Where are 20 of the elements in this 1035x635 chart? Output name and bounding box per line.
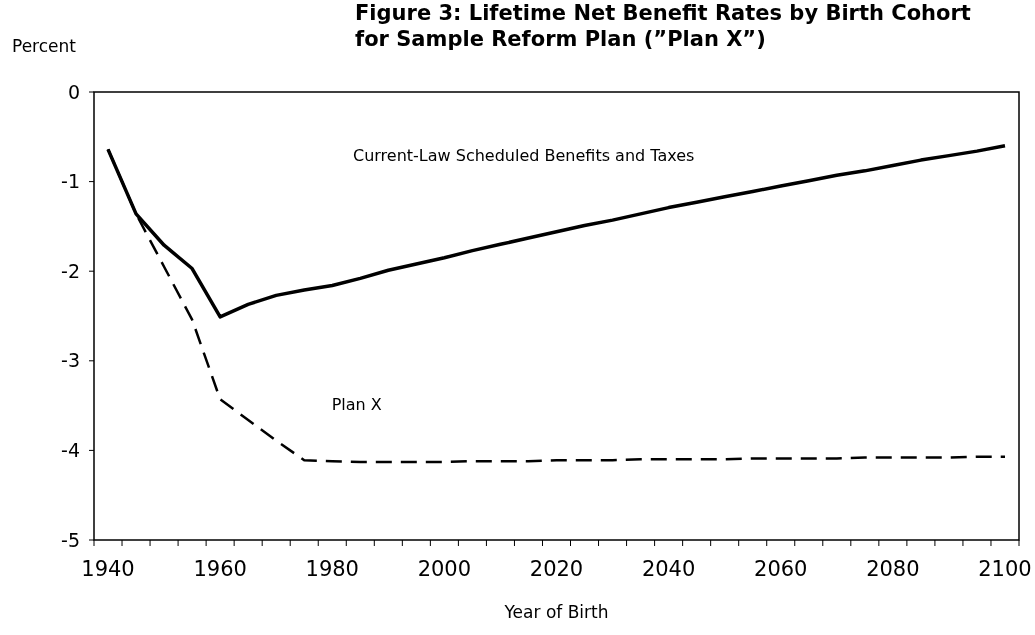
y-tick-label: -4	[61, 439, 80, 462]
y-tick-label: -1	[61, 170, 80, 193]
x-tick-label: 2040	[641, 557, 696, 581]
x-tick-label: 2000	[417, 557, 472, 581]
y-axis-title: Percent	[12, 36, 77, 56]
y-tick-label: -3	[61, 349, 80, 372]
x-tick-label: 1960	[193, 557, 247, 581]
x-tick-label: 2020	[529, 557, 584, 581]
x-axis-title: Year of Birth	[503, 602, 609, 622]
chart-title: Figure 3: Lifetime Net Benefit Rates by Birth Cohort for Sample Reform Plan (”Plan X”)	[355, 1, 971, 51]
y-tick-label: 0	[67, 80, 80, 103]
x-tick-label: 2080	[866, 557, 920, 581]
x-tick-label: 1940	[81, 557, 135, 581]
text: Plan X	[331, 395, 382, 415]
text: Current-Law Scheduled Benefits and Taxes	[353, 146, 695, 166]
y-tick-label: -2	[61, 259, 80, 282]
x-tick-label: 2060	[754, 557, 808, 581]
y-tick-label: -5	[61, 528, 80, 551]
x-tick-label: 1980	[305, 557, 359, 581]
x-tick-label: 2100	[978, 557, 1032, 581]
